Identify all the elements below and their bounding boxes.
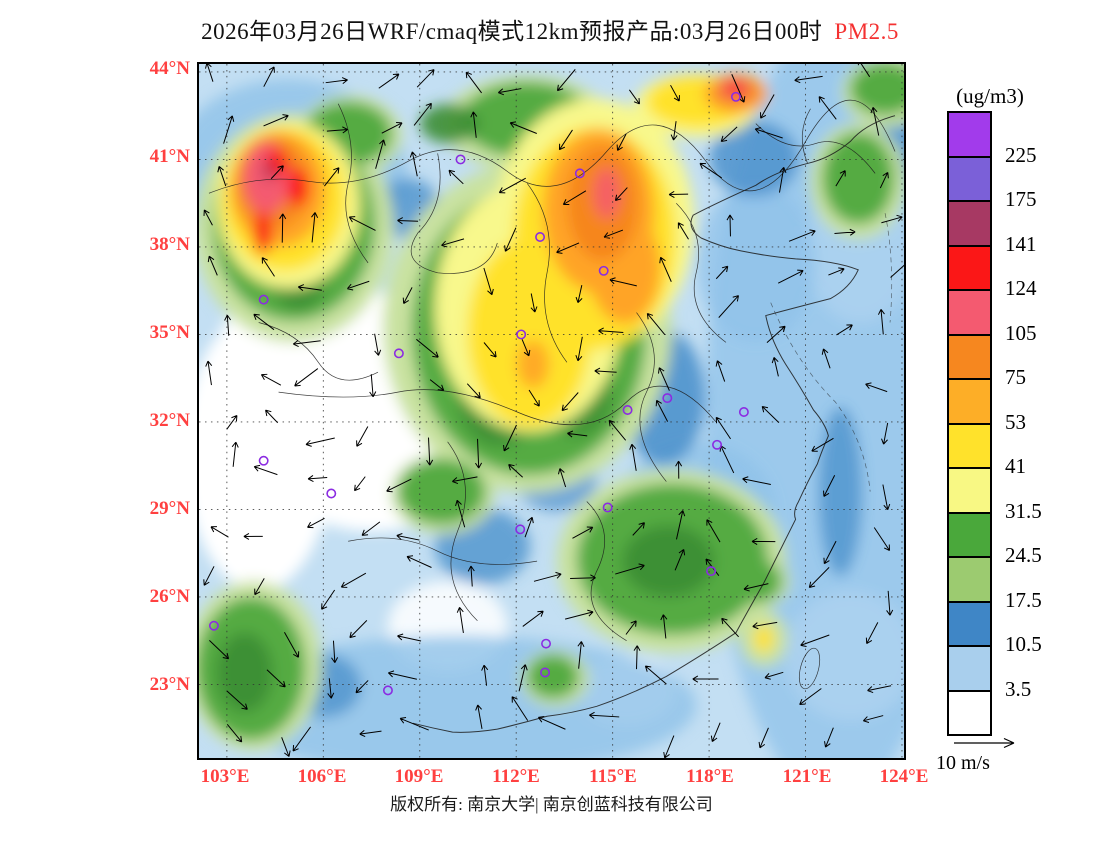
legend-value: 53 [1005, 409, 1026, 434]
station-markers [208, 91, 749, 696]
station-marker [455, 154, 466, 165]
lon-label: 121°E [782, 766, 832, 787]
graticule [199, 64, 904, 758]
legend-value: 3.5 [1005, 676, 1032, 701]
legend-value: 225 [1005, 142, 1037, 167]
wind-arrows [203, 64, 904, 758]
legend-swatch [948, 156, 991, 201]
station-marker [535, 232, 546, 242]
lon-label: 118°E [686, 766, 734, 787]
lat-label: 38°N [149, 234, 190, 255]
legend-value: 31.5 [1005, 498, 1042, 523]
wind-reference-label: 10 m/s [936, 752, 990, 774]
legend-value: 10.5 [1005, 632, 1042, 656]
station-marker [258, 455, 269, 466]
station-marker [706, 566, 717, 577]
legend-swatch [948, 423, 991, 468]
lon-label: 115°E [589, 766, 637, 787]
lon-label: 103°E [200, 766, 250, 787]
station-marker [574, 168, 585, 179]
legend-swatch [948, 290, 991, 335]
lat-label: 44°N [149, 58, 190, 79]
map-frame [197, 62, 906, 760]
station-marker [598, 265, 609, 276]
station-marker [326, 488, 337, 499]
station-marker [382, 685, 393, 696]
station-marker [540, 667, 551, 678]
legend-value: 75 [1005, 365, 1026, 389]
station-marker [730, 91, 741, 102]
lat-label: 32°N [149, 410, 190, 431]
station-marker [515, 524, 526, 535]
legend-value: 24.5 [1005, 543, 1042, 567]
copyright-footer: 版权所有: 南京大学| 南京创蓝科技有限公司 [390, 795, 713, 814]
title-pollutant: PM2.5 [834, 19, 899, 44]
lat-label: 35°N [149, 322, 190, 343]
station-marker [516, 329, 527, 340]
lon-label: 112°E [492, 766, 540, 787]
pm25-field [199, 64, 904, 758]
title-main: 2026年03月26日WRF/cmaq模式12km预报产品:03月26日00时 [201, 19, 823, 44]
legend-swatch [948, 512, 991, 557]
legend-value: 41 [1005, 454, 1026, 478]
lat-label: 23°N [149, 674, 190, 695]
station-marker [662, 393, 673, 404]
station-marker [208, 620, 219, 631]
legend-value: 175 [1005, 187, 1037, 211]
lat-label: 29°N [149, 498, 190, 519]
lon-label: 124°E [879, 766, 929, 787]
wind-reference-arrow [954, 737, 1015, 749]
legend-unit: (ug/m3) [956, 84, 1024, 108]
station-marker [712, 439, 723, 450]
station-marker [602, 502, 613, 513]
legend-swatch [948, 201, 991, 246]
legend-swatch [948, 468, 991, 513]
legend-swatch [948, 334, 991, 379]
lat-label: 41°N [149, 146, 190, 167]
legend-value: 124 [1005, 276, 1037, 300]
station-marker [738, 407, 749, 417]
legend-swatch [948, 601, 991, 646]
legend-swatch [948, 379, 991, 424]
legend-value: 141 [1005, 231, 1037, 256]
lat-label: 26°N [149, 586, 190, 607]
legend-swatch [948, 557, 991, 602]
station-marker [622, 405, 633, 415]
station-marker [258, 294, 269, 305]
lon-label: 109°E [394, 766, 444, 787]
lon-label: 106°E [297, 766, 347, 787]
legend-swatch [948, 112, 991, 157]
station-marker [541, 638, 552, 649]
legend-value: 105 [1005, 320, 1037, 345]
legend-swatch [948, 690, 991, 735]
legend-value: 17.5 [1005, 587, 1042, 612]
station-marker [393, 348, 404, 359]
forecast-map [199, 64, 904, 758]
legend-swatch [948, 245, 991, 290]
legend-swatch [948, 646, 991, 691]
page-title: 2026年03月26日WRF/cmaq模式12km预报产品:03月26日00时 P… [0, 12, 1100, 46]
